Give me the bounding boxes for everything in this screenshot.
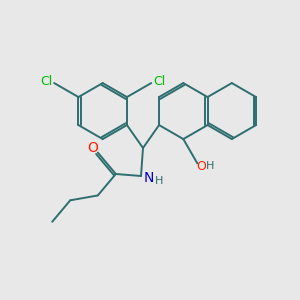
- Text: N: N: [144, 171, 154, 185]
- Text: Cl: Cl: [40, 75, 52, 88]
- Text: H: H: [155, 176, 163, 186]
- Text: O: O: [87, 141, 98, 154]
- Text: H: H: [206, 161, 214, 171]
- Text: Cl: Cl: [153, 75, 165, 88]
- Text: O: O: [196, 160, 206, 173]
